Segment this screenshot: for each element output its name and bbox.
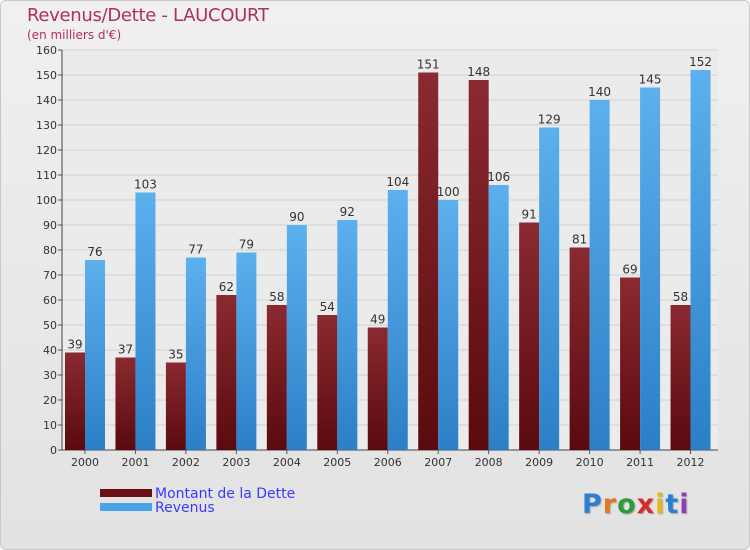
proxiti-logo: Proxiti	[582, 489, 690, 520]
bar-revenus	[236, 252, 257, 450]
logo-letter: t	[665, 489, 680, 520]
data-label: 129	[538, 113, 561, 127]
data-label: 91	[522, 208, 537, 222]
chart-subtitle: (en milliers d'€)	[27, 28, 122, 42]
logo-letter: x	[636, 489, 656, 520]
logo-letter: r	[602, 489, 618, 520]
data-label: 100	[437, 185, 460, 199]
bar-revenus	[185, 257, 206, 450]
logo-letter: o	[617, 489, 637, 520]
data-label: 77	[188, 243, 203, 257]
data-label: 103	[134, 178, 157, 192]
x-tick-label: 2011	[626, 456, 654, 469]
y-tick-label: 130	[36, 119, 57, 132]
logo-letter: i	[679, 489, 690, 520]
bar-dette	[468, 80, 489, 450]
bar-dette	[569, 247, 590, 450]
data-label: 79	[239, 238, 254, 252]
bar-revenus	[135, 192, 156, 450]
logo-letter: P	[582, 489, 603, 520]
chart-title: Revenus/Dette - LAUCOURT	[27, 5, 269, 26]
y-tick-label: 20	[43, 394, 57, 407]
logo-letter: i	[655, 489, 666, 520]
bar-dette	[266, 305, 287, 450]
x-tick-label: 2005	[323, 456, 351, 469]
y-tick-label: 50	[43, 319, 57, 332]
data-label: 81	[572, 233, 587, 247]
y-tick-label: 0	[50, 444, 57, 457]
bar-dette	[317, 315, 338, 450]
data-label: 106	[487, 170, 510, 184]
x-tick-label: 2009	[525, 456, 553, 469]
data-label: 151	[417, 58, 440, 72]
bar-revenus	[438, 200, 459, 450]
bar-dette	[115, 357, 136, 450]
y-tick-label: 10	[43, 419, 57, 432]
data-label: 76	[87, 245, 102, 259]
data-label: 58	[269, 290, 284, 304]
data-label: 148	[467, 65, 490, 79]
y-tick-label: 150	[36, 69, 57, 82]
bar-dette	[519, 222, 540, 450]
x-tick-label: 2012	[677, 456, 705, 469]
x-tick-label: 2007	[424, 456, 452, 469]
bar-revenus	[387, 190, 408, 450]
bar-revenus	[85, 260, 105, 450]
bar-revenus	[539, 127, 560, 450]
legend-swatch-dette	[100, 489, 152, 497]
bar-dette	[620, 277, 641, 450]
legend-label-revenus: Revenus	[155, 500, 215, 516]
x-tick-label: 2010	[576, 456, 604, 469]
x-tick-label: 2008	[475, 456, 503, 469]
x-tick-label: 2004	[273, 456, 301, 469]
data-label: 145	[639, 73, 662, 87]
y-tick-label: 120	[36, 144, 57, 157]
data-label: 90	[289, 210, 304, 224]
bar-revenus	[337, 220, 358, 450]
bar-revenus	[589, 100, 610, 450]
data-label: 39	[67, 338, 82, 352]
y-tick-label: 30	[43, 369, 57, 382]
legend-swatch-revenus	[100, 503, 152, 511]
bar-dette	[670, 305, 691, 450]
data-label: 35	[168, 348, 183, 362]
data-label: 92	[340, 205, 355, 219]
bar-revenus	[640, 87, 661, 450]
x-tick-label: 2003	[222, 456, 250, 469]
x-tick-label: 2000	[71, 456, 99, 469]
x-tick-label: 2002	[172, 456, 200, 469]
bar-revenus	[690, 70, 711, 450]
y-tick-label: 90	[43, 219, 57, 232]
y-tick-label: 110	[36, 169, 57, 182]
bar-revenus	[286, 225, 307, 450]
y-tick-label: 40	[43, 344, 57, 357]
data-label: 140	[588, 85, 611, 99]
y-tick-label: 140	[36, 94, 57, 107]
data-label: 152	[689, 55, 712, 69]
bar-dette	[418, 72, 439, 450]
legend-label-dette: Montant de la Dette	[155, 486, 296, 502]
y-tick-label: 80	[43, 244, 57, 257]
data-label: 58	[673, 290, 688, 304]
data-label: 104	[386, 175, 409, 189]
data-label: 49	[370, 313, 385, 327]
y-tick-label: 160	[36, 44, 57, 57]
y-tick-label: 100	[36, 194, 57, 207]
y-tick-label: 70	[43, 269, 57, 282]
data-label: 54	[320, 300, 335, 314]
x-tick-label: 2006	[374, 456, 402, 469]
bar-revenus	[488, 185, 509, 450]
data-label: 62	[219, 280, 234, 294]
x-tick-label: 2001	[121, 456, 149, 469]
bar-dette	[165, 362, 186, 450]
data-label: 37	[118, 343, 133, 357]
bar-dette	[367, 327, 388, 450]
bar-dette	[65, 352, 85, 450]
data-label: 69	[622, 263, 637, 277]
y-tick-label: 60	[43, 294, 57, 307]
bar-dette	[216, 295, 237, 450]
